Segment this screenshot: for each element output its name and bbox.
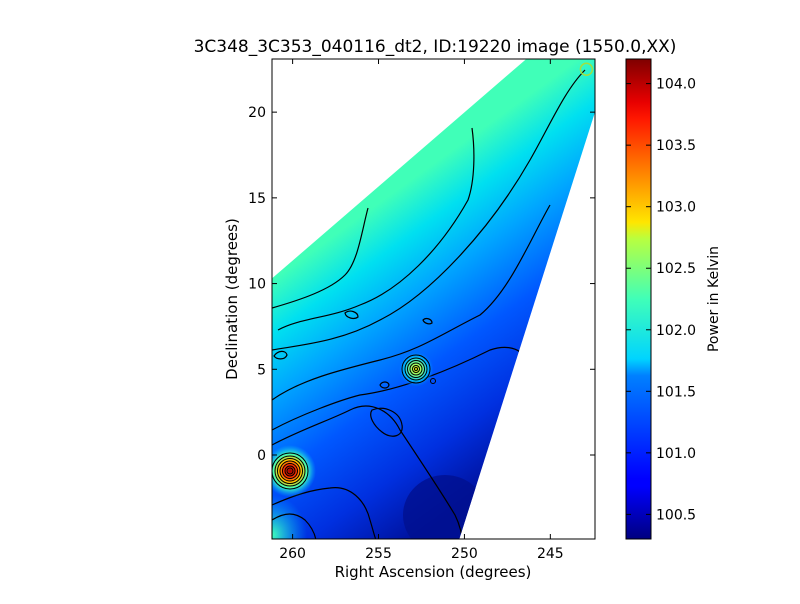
x-tick-label: 260: [279, 546, 306, 562]
contour-line: [277, 127, 475, 331]
colorbar: [625, 58, 652, 540]
y-tick-label: 5: [257, 362, 266, 378]
colorbar-tick-label: 103.0: [656, 200, 696, 216]
heatmap-corner-glow: [272, 495, 307, 539]
plot-frame: [271, 58, 596, 540]
source-260-m1: [272, 445, 316, 497]
contour-line: [370, 407, 403, 437]
contour-line: [272, 405, 463, 539]
colorbar-axis: 100.5 101.0 101.5 102.0 102.5 103.0 103.5 104.0: [626, 77, 696, 523]
colorbar-label: Power in Kelvin: [706, 246, 722, 352]
y-tick-label: 20: [248, 105, 266, 121]
chart-title: 3C348_3C353_040116_dt2, ID:19220 image (…: [194, 37, 677, 57]
contour-line: [273, 350, 288, 360]
y-tick-label: 15: [248, 191, 266, 207]
marker-circle: [579, 62, 594, 77]
colorbar-tick-label: 101.0: [656, 446, 696, 462]
contour-line: [272, 69, 586, 351]
contour-line: [272, 513, 317, 539]
x-tick-label: 245: [537, 546, 564, 562]
colorbar-tick-label: 102.5: [656, 261, 696, 277]
y-axis: 0 5 10 15 20: [248, 105, 595, 464]
contour-line: [422, 317, 433, 325]
contour-line: [344, 310, 359, 319]
x-tick-label: 250: [451, 546, 478, 562]
colorbar-tick-label: 103.5: [656, 138, 696, 154]
source-2528-5: [398, 351, 436, 387]
contour-line: [379, 381, 390, 389]
x-axis: 260 255 250 245: [279, 59, 564, 562]
y-axis-label: Declination (degrees): [223, 218, 241, 380]
y-tick-label: 0: [257, 448, 266, 464]
colorbar-tick-label: 102.0: [656, 323, 696, 339]
y-tick-label: 10: [248, 277, 266, 293]
x-tick-label: 255: [365, 546, 392, 562]
contour-line: [272, 207, 369, 309]
x-axis-label: Right Ascension (degrees): [335, 563, 532, 581]
colorbar-tick-label: 100.5: [656, 507, 696, 523]
colorbar-tick-label: 101.5: [656, 384, 696, 400]
contour-line: [272, 204, 551, 401]
colorbar-tick-label: 104.0: [656, 77, 696, 93]
plot-area: [272, 59, 595, 539]
